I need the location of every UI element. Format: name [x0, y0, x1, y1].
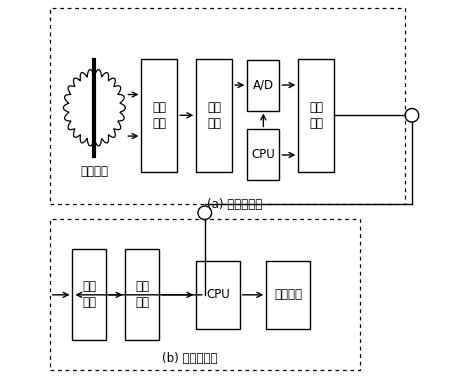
Bar	[196, 59, 232, 172]
Text: 输入
缓冲: 输入 缓冲	[152, 101, 166, 130]
Bar	[247, 129, 279, 181]
Bar	[266, 261, 310, 329]
Text: 串并
转换: 串并 转换	[135, 280, 149, 309]
Bar	[196, 261, 240, 329]
Text: CPU: CPU	[206, 288, 230, 301]
Bar	[50, 219, 360, 370]
Text: 电光
转换: 电光 转换	[309, 101, 323, 130]
Text: 模拟
处理: 模拟 处理	[207, 101, 221, 130]
Bar	[298, 59, 334, 172]
Text: CPU: CPU	[251, 149, 275, 161]
Text: 相应接口: 相应接口	[274, 288, 302, 301]
Text: 空心线圈: 空心线圈	[80, 165, 109, 178]
Text: A/D: A/D	[253, 79, 274, 91]
Bar	[125, 249, 159, 340]
Bar	[72, 249, 107, 340]
Text: 光电
转换: 光电 转换	[82, 280, 96, 309]
Text: (a) 高压端电路: (a) 高压端电路	[207, 198, 263, 211]
Bar	[50, 8, 405, 204]
Bar	[141, 59, 177, 172]
Text: (b) 低压端电路: (b) 低压端电路	[162, 352, 218, 365]
Bar	[247, 59, 279, 110]
